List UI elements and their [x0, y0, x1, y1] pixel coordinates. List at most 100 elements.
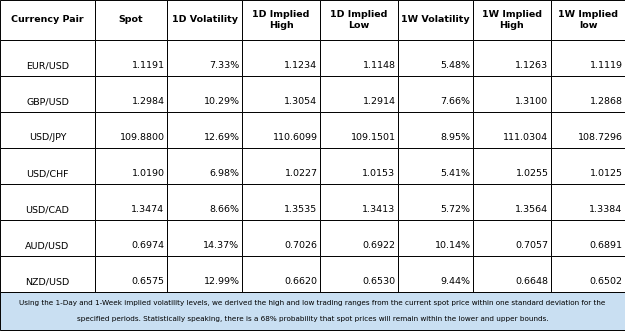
Bar	[167, 112, 242, 148]
Bar	[0, 40, 95, 76]
Text: 1.3564: 1.3564	[516, 206, 549, 214]
Text: USD/CAD: USD/CAD	[26, 206, 69, 214]
Text: 0.6922: 0.6922	[362, 241, 396, 250]
Bar	[551, 40, 625, 76]
Text: NZD/USD: NZD/USD	[26, 278, 69, 287]
Bar	[0, 0, 95, 40]
Bar	[473, 0, 551, 40]
Bar	[0, 184, 95, 220]
Bar	[95, 256, 167, 292]
Text: Using the 1-Day and 1-Week implied volatility levels, we derived the high and lo: Using the 1-Day and 1-Week implied volat…	[19, 300, 606, 306]
Text: 6.98%: 6.98%	[209, 169, 239, 178]
Text: 0.7057: 0.7057	[516, 241, 549, 250]
Bar	[473, 40, 551, 76]
Bar	[242, 0, 320, 40]
Text: 5.41%: 5.41%	[441, 169, 471, 178]
Text: 110.6099: 110.6099	[272, 133, 318, 142]
Bar	[551, 112, 625, 148]
Text: 12.99%: 12.99%	[204, 278, 239, 287]
Text: 7.66%: 7.66%	[441, 97, 471, 107]
Bar	[551, 0, 625, 40]
Bar	[320, 256, 398, 292]
Bar	[473, 76, 551, 112]
Text: 1.1119: 1.1119	[589, 61, 622, 70]
Text: 12.69%: 12.69%	[204, 133, 239, 142]
Bar	[0, 148, 95, 184]
Bar	[473, 112, 551, 148]
Text: 9.44%: 9.44%	[441, 278, 471, 287]
Bar	[320, 112, 398, 148]
Text: 1.0227: 1.0227	[284, 169, 318, 178]
Bar	[398, 0, 473, 40]
Text: 1.3100: 1.3100	[516, 97, 549, 107]
Text: 0.6530: 0.6530	[362, 278, 396, 287]
Text: 1.2914: 1.2914	[362, 97, 396, 107]
Bar	[95, 76, 167, 112]
Text: 0.6502: 0.6502	[589, 278, 622, 287]
Text: 1.1263: 1.1263	[516, 61, 549, 70]
Bar	[473, 148, 551, 184]
Text: 10.29%: 10.29%	[204, 97, 239, 107]
Bar	[95, 148, 167, 184]
Bar	[167, 40, 242, 76]
Bar	[551, 184, 625, 220]
Text: GBP/USD: GBP/USD	[26, 97, 69, 107]
Text: 1D Implied
High: 1D Implied High	[253, 10, 310, 30]
Text: 1.1148: 1.1148	[362, 61, 396, 70]
Bar	[398, 148, 473, 184]
Bar	[242, 220, 320, 256]
Text: 111.0304: 111.0304	[503, 133, 549, 142]
Text: 0.6648: 0.6648	[516, 278, 549, 287]
Bar	[320, 76, 398, 112]
Text: 1.0125: 1.0125	[589, 169, 622, 178]
Bar	[398, 256, 473, 292]
Bar	[398, 40, 473, 76]
Bar	[167, 0, 242, 40]
Bar	[95, 184, 167, 220]
Bar	[242, 256, 320, 292]
Text: 1.1191: 1.1191	[131, 61, 164, 70]
Bar	[167, 148, 242, 184]
Bar	[95, 112, 167, 148]
Text: Currency Pair: Currency Pair	[11, 16, 84, 25]
Bar	[551, 148, 625, 184]
Text: 1.3413: 1.3413	[362, 206, 396, 214]
Bar	[242, 184, 320, 220]
Text: 0.7026: 0.7026	[284, 241, 318, 250]
Text: 0.6575: 0.6575	[131, 278, 164, 287]
Text: 5.72%: 5.72%	[441, 206, 471, 214]
Text: 108.7296: 108.7296	[578, 133, 622, 142]
Text: 0.6974: 0.6974	[131, 241, 164, 250]
Bar	[320, 148, 398, 184]
Text: 1.2984: 1.2984	[131, 97, 164, 107]
Bar	[473, 220, 551, 256]
Text: 14.37%: 14.37%	[203, 241, 239, 250]
Text: 1W Implied
low: 1W Implied low	[558, 10, 618, 30]
Text: 1.3384: 1.3384	[589, 206, 622, 214]
Bar	[551, 256, 625, 292]
Bar	[0, 76, 95, 112]
Bar	[167, 220, 242, 256]
Bar	[167, 184, 242, 220]
Bar	[242, 112, 320, 148]
Bar	[473, 184, 551, 220]
Bar	[0, 112, 95, 148]
Bar	[0, 292, 625, 330]
Text: 1W Implied
High: 1W Implied High	[482, 10, 542, 30]
Text: 8.66%: 8.66%	[209, 206, 239, 214]
Text: 1D Implied
Low: 1D Implied Low	[331, 10, 388, 30]
Text: 1.3054: 1.3054	[284, 97, 318, 107]
Text: 1.0190: 1.0190	[131, 169, 164, 178]
Bar	[242, 148, 320, 184]
Text: 1W Volatility: 1W Volatility	[401, 16, 470, 25]
Text: 0.6891: 0.6891	[589, 241, 622, 250]
Text: 7.33%: 7.33%	[209, 61, 239, 70]
Bar	[0, 220, 95, 256]
Bar	[242, 40, 320, 76]
Bar	[551, 220, 625, 256]
Bar	[242, 76, 320, 112]
Bar	[320, 220, 398, 256]
Text: EUR/USD: EUR/USD	[26, 61, 69, 70]
Text: specified periods. Statistically speaking, there is a 68% probability that spot : specified periods. Statistically speakin…	[77, 316, 548, 322]
Text: USD/CHF: USD/CHF	[26, 169, 69, 178]
